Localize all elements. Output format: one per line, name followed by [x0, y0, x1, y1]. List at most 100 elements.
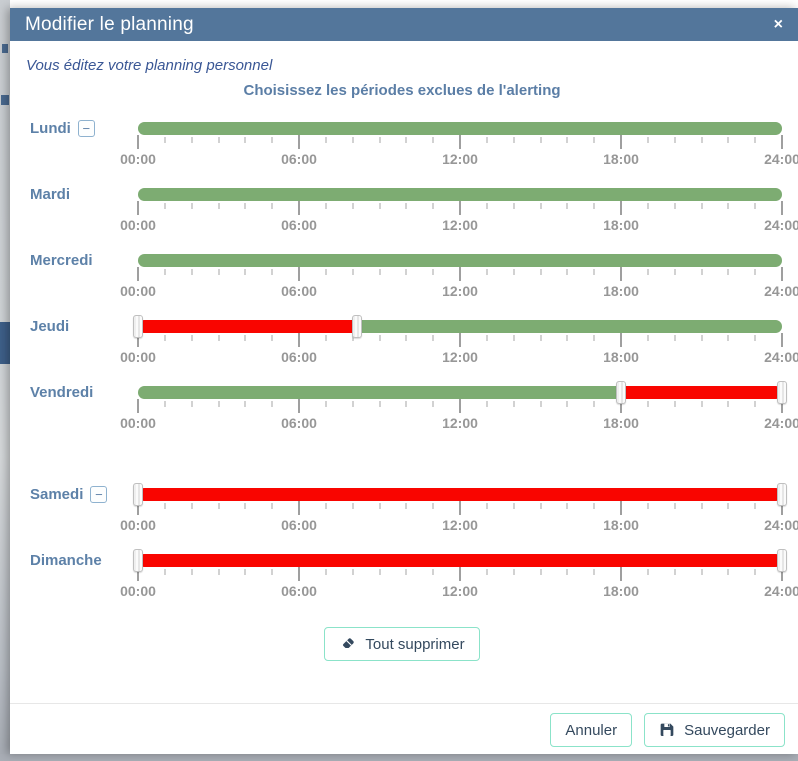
- time-range-slider[interactable]: 00:00 06:00 12:00 18:00 24:00: [120, 122, 798, 167]
- time-label: 06:00: [281, 151, 317, 167]
- slider-handle[interactable]: [777, 381, 787, 404]
- slider-ticks: [137, 333, 783, 349]
- tick-mark: [217, 269, 220, 275]
- time-label: 18:00: [603, 415, 639, 431]
- time-label: 06:00: [281, 415, 317, 431]
- tick-mark: [673, 401, 676, 407]
- remove-day-button[interactable]: −: [77, 120, 95, 137]
- tick-mark: [566, 335, 569, 341]
- cancel-button[interactable]: Annuler: [550, 713, 633, 747]
- slider-handle[interactable]: [777, 483, 787, 506]
- tick-mark: [324, 203, 327, 209]
- time-label: 12:00: [442, 283, 478, 299]
- tick-mark: [727, 503, 730, 509]
- tick-mark: [512, 269, 515, 275]
- time-range-slider[interactable]: 00:00 06:00 12:00 18:00 24:00: [120, 549, 798, 599]
- tick-mark: [700, 203, 703, 209]
- time-range-slider[interactable]: 00:00 06:00 12:00 18:00 24:00: [120, 381, 798, 431]
- cancel-label: Annuler: [565, 721, 618, 739]
- tick-mark: [781, 333, 783, 347]
- tick-mark: [646, 137, 649, 143]
- time-label: 06:00: [281, 217, 317, 233]
- time-label: 06:00: [281, 283, 317, 299]
- time-range-slider[interactable]: 00:00 06:00 12:00 18:00 24:00: [120, 483, 798, 533]
- slider-handle[interactable]: [616, 381, 626, 404]
- tick-mark: [459, 135, 461, 149]
- tick-mark: [485, 137, 488, 143]
- day-row: Lundi − 00:00 06:00 12:00 18:00 24:00: [20, 120, 798, 167]
- tick-mark: [566, 203, 569, 209]
- tick-mark: [190, 569, 193, 575]
- tick-mark: [673, 269, 676, 275]
- tick-mark: [324, 401, 327, 407]
- tick-mark: [512, 335, 515, 341]
- tick-mark: [539, 269, 542, 275]
- time-range-slider[interactable]: 00:00 06:00 12:00 18:00 24:00: [120, 315, 798, 365]
- remove-day-button[interactable]: −: [90, 486, 108, 503]
- tick-mark: [137, 267, 139, 281]
- slider-handle[interactable]: [133, 549, 143, 572]
- save-button[interactable]: Sauvegarder: [644, 713, 785, 747]
- slider-ticks: [137, 399, 783, 415]
- tick-mark: [405, 335, 408, 341]
- slider-handle[interactable]: [351, 315, 362, 338]
- close-icon[interactable]: ×: [773, 15, 783, 33]
- tick-mark: [459, 267, 461, 281]
- time-range-slider[interactable]: 00:00 06:00 12:00 18:00 24:00: [120, 188, 798, 233]
- tick-mark: [673, 137, 676, 143]
- time-label: 24:00: [764, 151, 798, 167]
- tick-mark: [646, 569, 649, 575]
- time-label: 24:00: [764, 583, 798, 599]
- tick-mark: [646, 203, 649, 209]
- tick-mark: [754, 269, 757, 275]
- time-label: 18:00: [603, 517, 639, 533]
- slider-handle[interactable]: [133, 483, 143, 506]
- tick-mark: [700, 137, 703, 143]
- tick-mark: [754, 503, 757, 509]
- tick-mark: [405, 203, 408, 209]
- slider-handle[interactable]: [777, 549, 787, 572]
- tick-mark: [727, 137, 730, 143]
- slider-ticks: [137, 201, 783, 217]
- tick-mark: [324, 269, 327, 275]
- dialog-header: Modifier le planning ×: [10, 8, 798, 41]
- tick-mark: [620, 333, 622, 347]
- tick-mark: [459, 201, 461, 215]
- tick-mark: [298, 135, 300, 149]
- tick-mark: [190, 137, 193, 143]
- tick-mark: [700, 401, 703, 407]
- slider-handle[interactable]: [133, 315, 143, 338]
- tick-mark: [593, 401, 596, 407]
- slider-ticks: [137, 267, 783, 283]
- tick-mark: [378, 569, 381, 575]
- clear-all-button[interactable]: Tout supprimer: [324, 627, 480, 661]
- tick-mark: [217, 203, 220, 209]
- tick-mark: [673, 335, 676, 341]
- tick-mark: [485, 569, 488, 575]
- day-label: Dimanche: [30, 552, 102, 569]
- tick-mark: [244, 401, 247, 407]
- tick-mark: [432, 503, 435, 509]
- tick-mark: [646, 503, 649, 509]
- day-label: Lundi: [30, 120, 71, 137]
- tick-mark: [700, 269, 703, 275]
- slider-track: [138, 386, 782, 399]
- background-selected-row: [0, 322, 10, 364]
- tick-mark: [593, 269, 596, 275]
- time-label: 24:00: [764, 415, 798, 431]
- tick-mark: [485, 335, 488, 341]
- tick-mark: [512, 401, 515, 407]
- tick-mark: [137, 333, 139, 347]
- time-range-slider[interactable]: 00:00 06:00 12:00 18:00 24:00: [120, 254, 798, 299]
- day-row: Jeudi 00:00 06:00 12:00 18:00 24:00: [20, 315, 798, 365]
- tick-mark: [190, 503, 193, 509]
- tick-mark: [485, 401, 488, 407]
- slider-track: [138, 554, 782, 567]
- tick-mark: [593, 335, 596, 341]
- tick-mark: [459, 501, 461, 515]
- save-icon: [659, 722, 675, 738]
- time-label: 18:00: [603, 349, 639, 365]
- tick-mark: [459, 567, 461, 581]
- time-label: 18:00: [603, 283, 639, 299]
- slider-segment-excluded: [138, 488, 782, 501]
